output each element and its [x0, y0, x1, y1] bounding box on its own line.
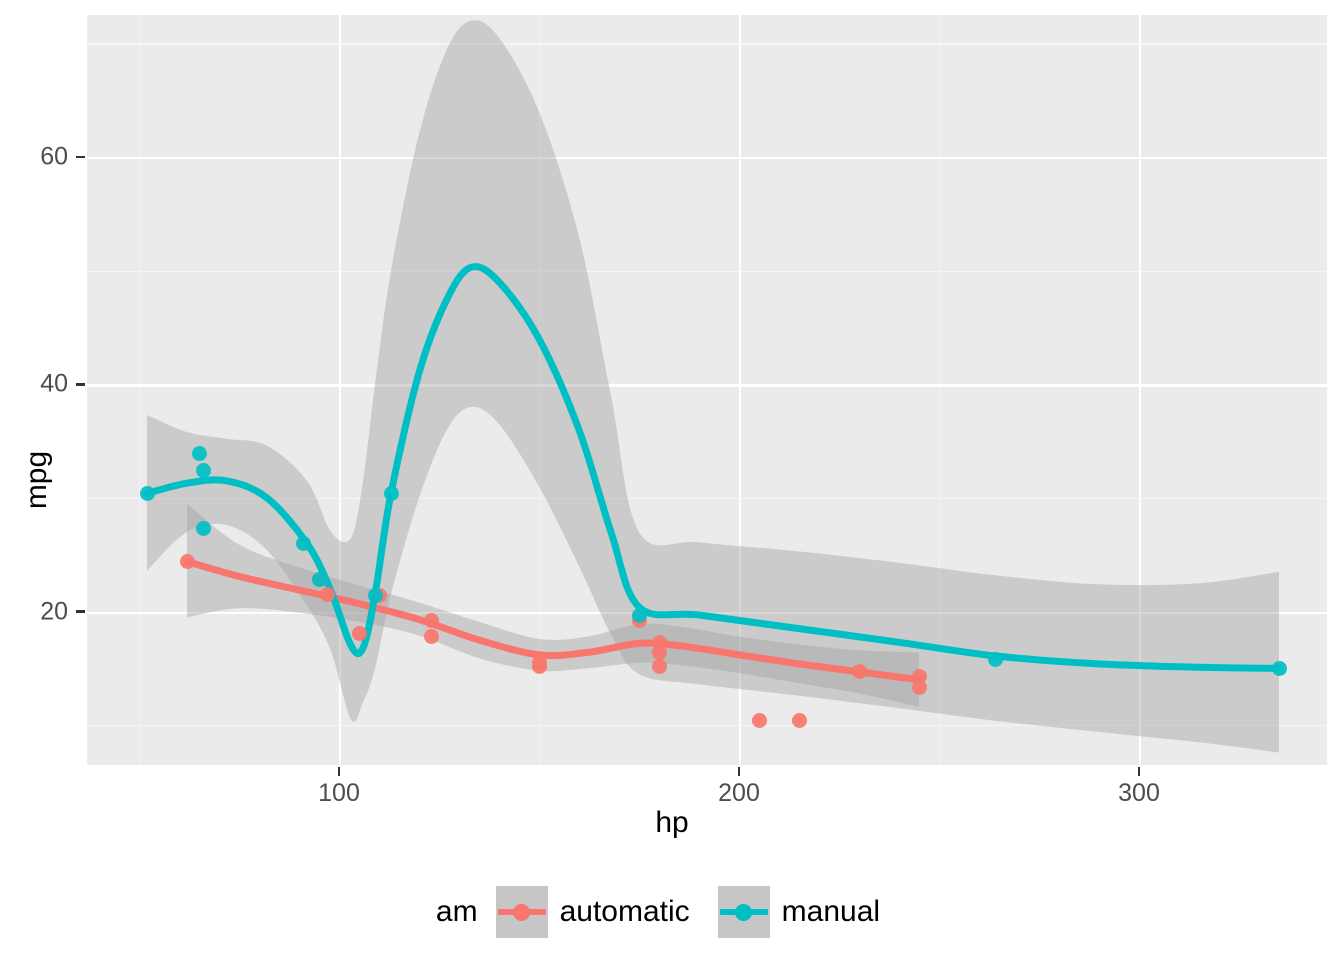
smooth-line-layer: [143, 263, 1283, 684]
data-point-manual: [311, 572, 327, 588]
data-point-automatic: [319, 587, 335, 603]
data-point-automatic: [751, 713, 767, 729]
data-point-manual: [631, 607, 647, 623]
smooth-line-automatic: [183, 558, 923, 684]
grid-minor-y: [87, 725, 1327, 727]
x-tick-label: 300: [1118, 779, 1160, 807]
y-tick-mark: [76, 155, 85, 159]
grid-minor-x: [539, 15, 541, 765]
data-point-manual: [195, 463, 211, 479]
y-tick-label: 60: [40, 142, 68, 171]
data-point-automatic: [351, 625, 367, 641]
grid-minor-y: [87, 497, 1327, 500]
data-point-manual: [1271, 660, 1287, 676]
legend-label-manual: manual: [781, 895, 881, 928]
y-axis-title: mpg: [20, 450, 54, 510]
grid-minor-x: [939, 15, 941, 765]
grid-minor-x: [139, 15, 141, 765]
legend-key-manual: [717, 886, 770, 938]
x-axis-title: hp: [655, 806, 689, 839]
x-tick-label: 100: [318, 779, 360, 807]
x-tick-label: 200: [718, 779, 760, 807]
confidence-ribbon-manual: [147, 20, 1279, 753]
data-point-manual: [383, 485, 399, 501]
data-point-automatic: [423, 629, 439, 645]
grid-major-x: [339, 15, 342, 765]
data-point-automatic: [911, 668, 927, 684]
data-point-manual: [139, 485, 155, 501]
legend-key-automatic: [495, 886, 548, 938]
data-point-automatic: [531, 655, 547, 671]
data-point-automatic: [651, 658, 667, 674]
legend-item-manual[interactable]: manual: [717, 886, 908, 938]
grid-major-y: [87, 157, 1327, 160]
grid-major-y: [87, 384, 1327, 387]
x-tick-mark: [737, 767, 741, 776]
legend-label-automatic: automatic: [559, 895, 690, 928]
legend-item-automatic[interactable]: automatic: [495, 886, 718, 938]
data-point-automatic: [851, 664, 867, 680]
x-tick-mark: [337, 767, 341, 776]
data-point-automatic: [911, 680, 927, 696]
data-point-manual: [195, 521, 211, 537]
y-tick-mark: [76, 383, 85, 386]
plot-panel: [87, 15, 1327, 765]
smooth-line-manual: [143, 263, 1283, 672]
data-point-automatic: [423, 613, 439, 629]
data-point-automatic: [179, 554, 195, 570]
data-point-automatic: [651, 645, 667, 660]
legend-title: am: [435, 895, 478, 928]
data-point-manual: [367, 588, 383, 604]
y-tick-mark: [76, 610, 85, 613]
grid-major-x: [739, 15, 742, 765]
data-point-automatic: [791, 713, 807, 729]
data-point-manual: [191, 446, 207, 462]
data-point-manual: [987, 651, 1003, 667]
legend: am automatic manual: [0, 886, 1344, 938]
grid-major-x: [1139, 15, 1142, 765]
y-tick-label: 40: [40, 369, 68, 398]
x-tick-mark: [1137, 767, 1141, 776]
grid-minor-y: [87, 270, 1327, 272]
data-point-manual: [295, 535, 311, 551]
grid-minor-y: [87, 43, 1327, 45]
y-tick-label: 20: [40, 597, 68, 626]
